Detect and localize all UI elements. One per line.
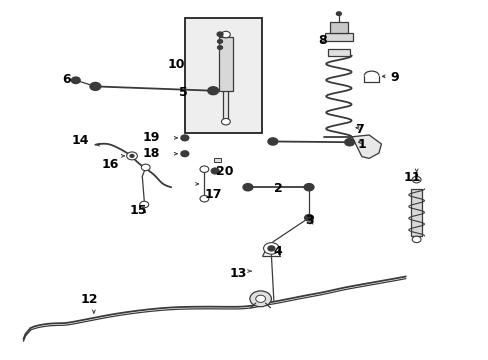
Text: 4: 4 [273, 245, 282, 258]
Text: 13: 13 [229, 267, 246, 280]
Bar [184, 18, 262, 133]
Circle shape [221, 118, 230, 125]
Circle shape [130, 154, 134, 157]
Text: 2: 2 [274, 182, 283, 195]
Circle shape [267, 246, 274, 251]
Text: 7: 7 [355, 123, 364, 136]
Circle shape [71, 77, 80, 84]
Circle shape [344, 139, 354, 146]
Circle shape [249, 291, 271, 307]
Text: 17: 17 [204, 188, 222, 201]
Circle shape [200, 195, 208, 202]
Text: 19: 19 [142, 131, 160, 144]
Text: 10: 10 [167, 58, 184, 71]
Circle shape [255, 295, 265, 302]
Circle shape [304, 184, 313, 191]
Circle shape [243, 184, 252, 191]
Circle shape [304, 215, 313, 221]
Circle shape [207, 87, 218, 95]
Bar [218, 37, 233, 91]
Circle shape [217, 46, 222, 49]
Text: 1: 1 [357, 138, 366, 151]
Text: 18: 18 [142, 147, 160, 159]
Bar [213, 158, 220, 162]
Bar [410, 189, 422, 236]
Text: 9: 9 [390, 71, 399, 84]
Circle shape [263, 243, 279, 254]
Circle shape [141, 164, 150, 171]
Text: 12: 12 [81, 293, 98, 306]
Circle shape [217, 40, 222, 43]
Circle shape [181, 151, 188, 157]
Text: 6: 6 [62, 73, 71, 86]
Circle shape [211, 168, 219, 174]
Polygon shape [351, 135, 381, 158]
Circle shape [200, 166, 208, 172]
Circle shape [411, 176, 420, 183]
Circle shape [140, 201, 148, 208]
Circle shape [181, 135, 188, 141]
Bar [327, 49, 349, 56]
Text: 3: 3 [304, 214, 313, 227]
Text: 8: 8 [318, 34, 326, 47]
Text: 15: 15 [129, 204, 147, 217]
Text: 5: 5 [179, 86, 188, 99]
Text: 20: 20 [216, 165, 233, 178]
Circle shape [336, 12, 341, 15]
Bar [325, 33, 352, 41]
Circle shape [411, 236, 420, 243]
Text: 16: 16 [101, 158, 119, 171]
Circle shape [90, 82, 101, 90]
Bar [223, 89, 228, 122]
Circle shape [221, 31, 230, 38]
Text: 11: 11 [403, 171, 420, 184]
Text: 14: 14 [72, 134, 89, 147]
Circle shape [217, 32, 223, 36]
Circle shape [126, 152, 137, 160]
Circle shape [267, 138, 277, 145]
Bar [329, 22, 347, 33]
